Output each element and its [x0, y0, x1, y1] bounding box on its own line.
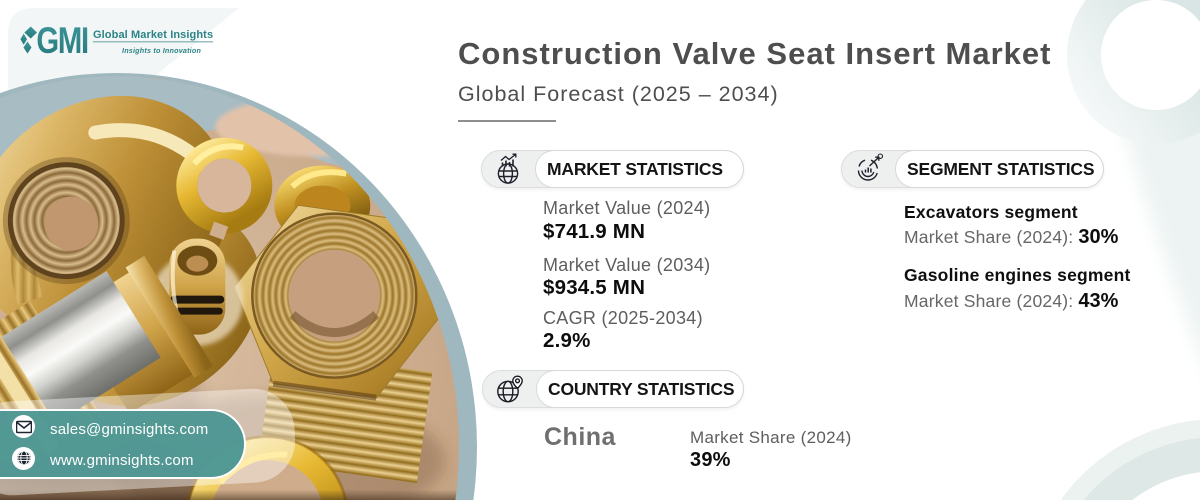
svg-text:Insights to Innovation: Insights to Innovation [122, 46, 201, 55]
svg-text:Global Market Insights: Global Market Insights [93, 29, 213, 41]
svg-text:GMI: GMI [36, 21, 88, 62]
